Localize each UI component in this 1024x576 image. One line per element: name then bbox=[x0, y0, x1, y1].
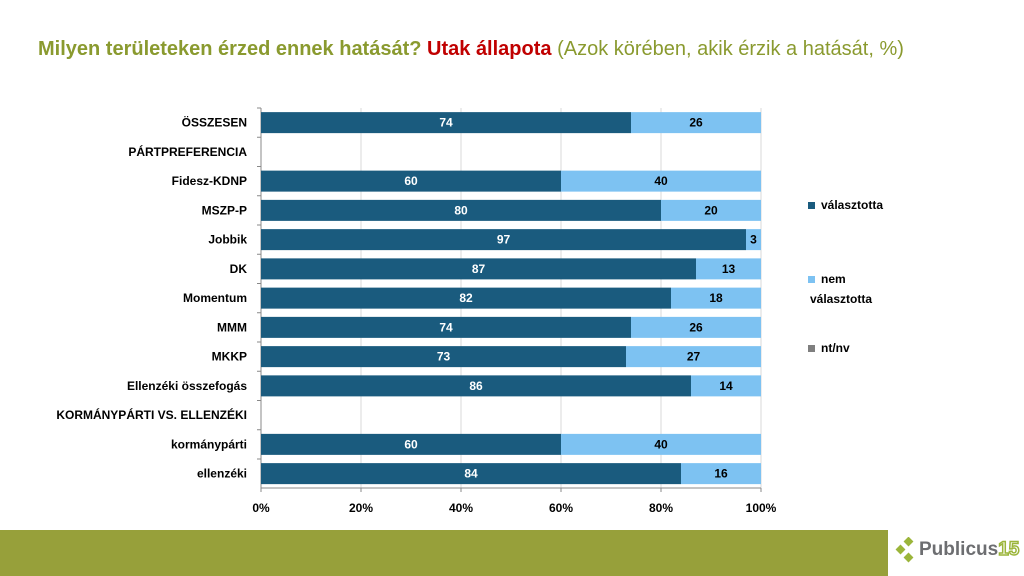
category-label: Momentum bbox=[183, 291, 247, 305]
bar-nem-valasztotta bbox=[746, 229, 761, 251]
bar-nem-valasztotta bbox=[681, 463, 761, 485]
x-tick-label: 20% bbox=[349, 501, 373, 515]
legend-item-nem-valasztotta: nem választotta bbox=[808, 269, 872, 309]
data-label: 74 bbox=[439, 116, 453, 130]
bar-valasztotta bbox=[261, 433, 561, 455]
bar-nem-valasztotta bbox=[661, 199, 761, 221]
category-label: ellenzéki bbox=[197, 467, 247, 481]
x-tick-label: 100% bbox=[746, 501, 777, 515]
bar-valasztotta bbox=[261, 112, 631, 134]
bar-nem-valasztotta bbox=[561, 433, 761, 455]
category-label: MMM bbox=[217, 320, 247, 334]
chart-title: Milyen területeken érzed ennek hatását? … bbox=[38, 38, 904, 61]
data-label: 73 bbox=[437, 350, 451, 364]
title-question: Milyen területeken érzed ennek hatását? bbox=[38, 38, 422, 60]
legend-swatch bbox=[808, 276, 815, 283]
bar-nem-valasztotta bbox=[631, 316, 761, 338]
legend-label: választotta bbox=[810, 292, 873, 306]
bar-valasztotta bbox=[261, 229, 746, 251]
logo-text: Publicus bbox=[919, 539, 999, 560]
legend-swatch bbox=[808, 202, 815, 209]
footer-band bbox=[0, 530, 888, 576]
data-label: 87 bbox=[472, 262, 486, 276]
data-label: 97 bbox=[497, 233, 511, 247]
bar-valasztotta bbox=[261, 346, 626, 368]
data-label: 74 bbox=[439, 320, 453, 334]
category-label: MKKP bbox=[212, 350, 247, 364]
bar-valasztotta bbox=[261, 375, 691, 397]
x-tick-label: 60% bbox=[549, 501, 573, 515]
bar-nem-valasztotta bbox=[626, 346, 761, 368]
category-label: Jobbik bbox=[208, 233, 247, 247]
data-label: 86 bbox=[469, 379, 483, 393]
x-tick-label: 0% bbox=[252, 501, 270, 515]
x-tick-label: 80% bbox=[649, 501, 673, 515]
legend-label: választotta bbox=[821, 198, 884, 212]
data-label: 20 bbox=[704, 203, 718, 217]
data-label: 16 bbox=[714, 467, 728, 481]
x-tick-label: 40% bbox=[449, 501, 473, 515]
data-label: 27 bbox=[687, 350, 701, 364]
data-label: 13 bbox=[722, 262, 736, 276]
bar-nem-valasztotta bbox=[561, 170, 761, 192]
bar-valasztotta bbox=[261, 170, 561, 192]
category-label: Fidesz-KDNP bbox=[172, 174, 247, 188]
logo-number: 15 bbox=[997, 538, 1020, 561]
bar-nem-valasztotta bbox=[671, 287, 761, 309]
logo-diamonds-icon bbox=[895, 537, 914, 563]
publicus-logo: Publicus 15 bbox=[893, 537, 1020, 563]
bar-valasztotta bbox=[261, 316, 631, 338]
bar-valasztotta bbox=[261, 463, 681, 485]
bar-nem-valasztotta bbox=[631, 112, 761, 134]
category-label: Ellenzéki összefogás bbox=[127, 379, 247, 393]
bar-chart: 0% 20% 40% 60% 80% 100% ÖSSZESEN 74 26 PÁRTPREFER… bbox=[56, 107, 777, 515]
data-label: 3 bbox=[750, 233, 757, 247]
category-label: kormánypárti bbox=[171, 437, 247, 451]
title-topic: Utak állapota bbox=[427, 38, 552, 60]
data-label: 40 bbox=[654, 437, 668, 451]
bar-valasztotta bbox=[261, 199, 661, 221]
category-label: MSZP-P bbox=[202, 203, 247, 217]
data-label: 80 bbox=[454, 203, 468, 217]
data-label: 60 bbox=[404, 174, 418, 188]
category-label: PÁRTPREFERENCIA bbox=[128, 144, 247, 159]
bar-valasztotta bbox=[261, 258, 696, 280]
data-label: 26 bbox=[689, 320, 703, 334]
bar-nem-valasztotta bbox=[696, 258, 761, 280]
data-label: 18 bbox=[709, 291, 723, 305]
legend-item-valasztotta: választotta bbox=[808, 198, 883, 212]
legend-item-nt-nv: nt/nv bbox=[808, 341, 850, 355]
title-subtitle: (Azok körében, akik érzik a hatását, %) bbox=[557, 38, 904, 60]
legend-swatch bbox=[808, 345, 815, 352]
data-label: 14 bbox=[719, 379, 733, 393]
category-label: ÖSSZESEN bbox=[182, 115, 247, 130]
category-label: DK bbox=[230, 262, 248, 276]
bar-nem-valasztotta bbox=[691, 375, 761, 397]
data-label: 40 bbox=[654, 174, 668, 188]
bar-valasztotta bbox=[261, 287, 671, 309]
legend-label: nem bbox=[821, 272, 846, 286]
data-label: 82 bbox=[459, 291, 473, 305]
data-label: 60 bbox=[404, 437, 418, 451]
data-label: 84 bbox=[464, 467, 478, 481]
category-label: KORMÁNYPÁRTI VS. ELLENZÉKI bbox=[56, 407, 247, 422]
data-label: 26 bbox=[689, 116, 703, 130]
legend-label: nt/nv bbox=[821, 341, 850, 355]
